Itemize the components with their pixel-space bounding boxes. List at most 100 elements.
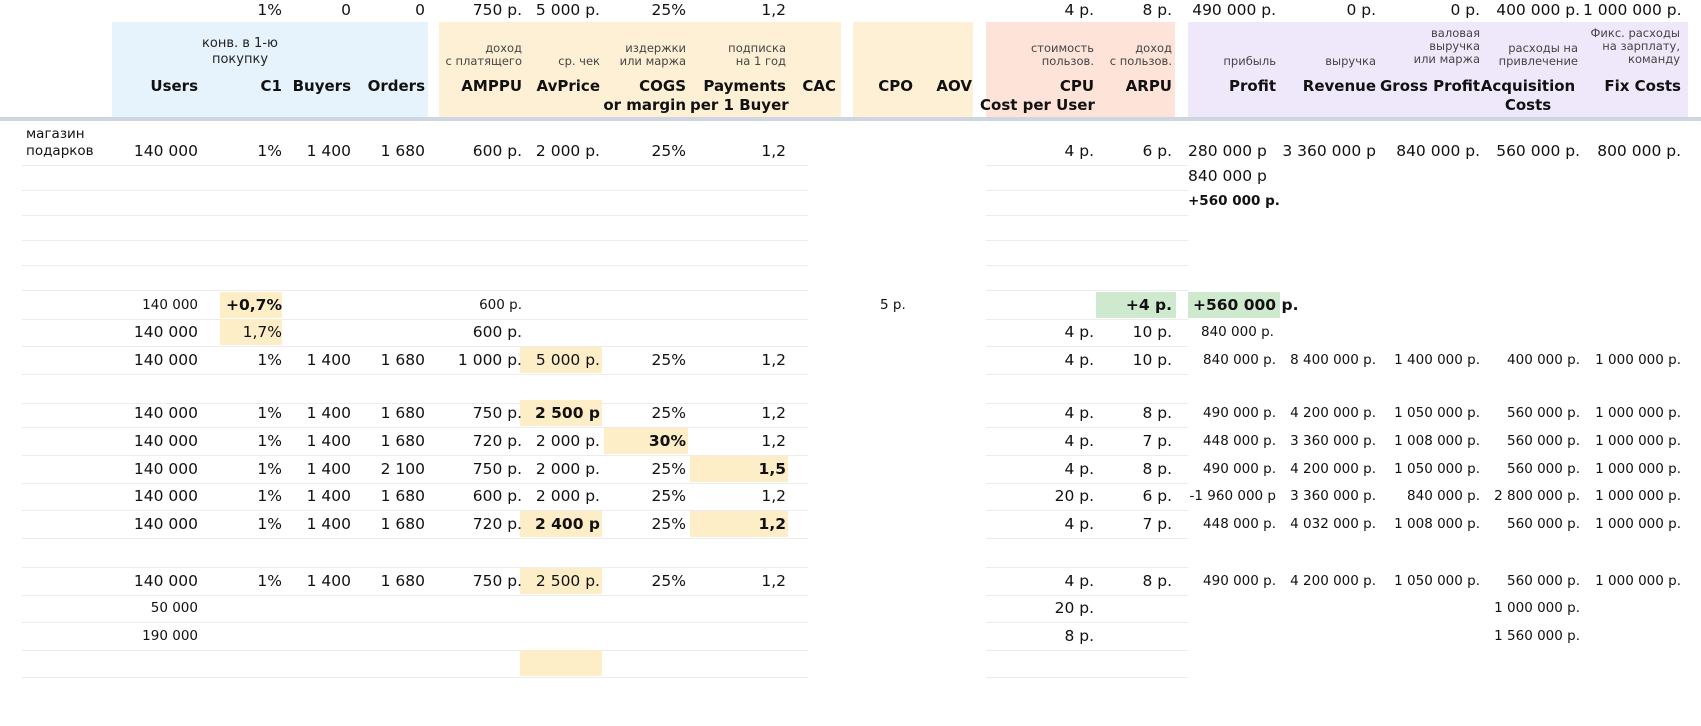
cell-acq[interactable]: 560 000 р.: [1496, 142, 1580, 160]
cell-profit[interactable]: 490 000 р.: [1192, 1, 1276, 19]
cell-revenue[interactable]: 8 400 000 р.: [1290, 352, 1376, 368]
cell-payments[interactable]: 1,2: [761, 404, 786, 422]
cell-fix[interactable]: 800 000 р.: [1597, 142, 1681, 160]
cell-arpu[interactable]: 8 р.: [1142, 460, 1172, 478]
cell-profit[interactable]: 280 000 р: [1188, 142, 1267, 160]
cell-orders[interactable]: 1 680: [380, 142, 425, 160]
cell-amppu[interactable]: 750 р.: [472, 460, 522, 478]
cell-fix[interactable]: 1 000 000 р.: [1595, 405, 1681, 421]
cell-payments[interactable]: 1,2: [761, 1, 786, 19]
col-header-arpu[interactable]: ARPU: [1125, 77, 1172, 95]
cell-cpu[interactable]: 4 р.: [1064, 460, 1094, 478]
cell-arpu[interactable]: +4 р.: [1125, 296, 1172, 314]
cell-cogs[interactable]: 25%: [651, 487, 686, 505]
cell-buyers[interactable]: 1 400: [306, 460, 351, 478]
cell-orders[interactable]: 1 680: [380, 351, 425, 369]
cell-amppu[interactable]: 720 р.: [472, 432, 522, 450]
cell-gross[interactable]: 1 050 000 р.: [1394, 573, 1480, 589]
col-header-c1[interactable]: C1: [260, 77, 282, 95]
cell-cpu[interactable]: 20 р.: [1054, 487, 1094, 505]
cell-users[interactable]: 140 000: [133, 515, 198, 533]
cell-acq[interactable]: 1 560 000 р.: [1494, 628, 1580, 644]
cell-cogs[interactable]: 25%: [651, 572, 686, 590]
cell-users[interactable]: 140 000: [133, 572, 198, 590]
cell-buyers[interactable]: 1 400: [306, 487, 351, 505]
cell-users[interactable]: 140 000: [133, 432, 198, 450]
cell-profit[interactable]: -1 960 000 р: [1189, 488, 1276, 504]
cell-orders[interactable]: 0: [415, 1, 425, 19]
cell-orders[interactable]: 1 680: [380, 515, 425, 533]
cell-acq[interactable]: 560 000 р.: [1507, 405, 1580, 421]
cell-c1[interactable]: 1%: [257, 1, 282, 19]
cell-amppu[interactable]: 600 р.: [479, 297, 522, 313]
col-header-aov[interactable]: AOV: [936, 77, 972, 95]
cell-gross[interactable]: 1 050 000 р.: [1394, 461, 1480, 477]
cell-gross[interactable]: 1 008 000 р.: [1394, 433, 1480, 449]
cell-buyers[interactable]: 0: [341, 1, 351, 19]
cell-fix[interactable]: 1 000 000 р.: [1595, 461, 1681, 477]
cell-profit[interactable]: 490 000 р.: [1203, 405, 1276, 421]
cell-acq[interactable]: 1 000 000 р.: [1494, 600, 1580, 616]
cell-amppu[interactable]: 750 р.: [472, 572, 522, 590]
cell-users[interactable]: 190 000: [142, 628, 198, 644]
col-header-buyers[interactable]: Buyers: [292, 77, 351, 95]
cell-cpu[interactable]: 4 р.: [1064, 432, 1094, 450]
cell-gross[interactable]: 1 400 000 р.: [1394, 352, 1480, 368]
cell-cogs[interactable]: 30%: [648, 432, 686, 450]
cell-c1[interactable]: +0,7%: [226, 296, 282, 314]
cell-buyers[interactable]: 1 400: [306, 404, 351, 422]
cell-profit[interactable]: 840 000 р.: [1203, 352, 1276, 368]
cell-c1[interactable]: 1,7%: [242, 323, 282, 341]
cell-cpu[interactable]: 4 р.: [1064, 572, 1094, 590]
cell-revenue[interactable]: 0 р.: [1346, 1, 1376, 19]
cell-payments[interactable]: 1,2: [761, 432, 786, 450]
cell-avprice[interactable]: 2 000 р.: [535, 142, 600, 160]
cell-payments[interactable]: 1,5: [758, 460, 786, 478]
cell-amppu[interactable]: 750 р.: [472, 404, 522, 422]
cell-revenue[interactable]: 3 360 000 р.: [1290, 488, 1376, 504]
cell-avprice[interactable]: 2 400 р: [534, 515, 600, 533]
cell-arpu[interactable]: 8 р.: [1142, 404, 1172, 422]
cell-c1[interactable]: 1%: [257, 460, 282, 478]
cell-amppu[interactable]: 600 р.: [472, 487, 522, 505]
cell-acq[interactable]: 400 000 р.: [1507, 352, 1580, 368]
cell-arpu[interactable]: 7 р.: [1142, 515, 1172, 533]
cell-fix[interactable]: 1 000 000 р.: [1595, 573, 1681, 589]
cell-cpu[interactable]: 4 р.: [1064, 1, 1094, 19]
cell-buyers[interactable]: 1 400: [306, 572, 351, 590]
cell-amppu[interactable]: 750 р.: [472, 1, 522, 19]
cell-fix[interactable]: 1 000 000 р.: [1595, 488, 1681, 504]
cell-fix[interactable]: 1 000 000 р.: [1595, 433, 1681, 449]
cell-fix[interactable]: 1 000 000 р.: [1583, 1, 1682, 19]
cell-revenue[interactable]: 3 360 000 р.: [1290, 433, 1376, 449]
cell-payments[interactable]: 1,2: [761, 351, 786, 369]
cell-cpu[interactable]: 20 р.: [1054, 599, 1094, 617]
cell-arpu[interactable]: 10 р.: [1132, 351, 1172, 369]
cell-gross[interactable]: 1 050 000 р.: [1394, 405, 1480, 421]
cell-users[interactable]: 140 000: [133, 404, 198, 422]
cell-payments[interactable]: 1,2: [758, 515, 786, 533]
cell-payments[interactable]: 1,2: [761, 487, 786, 505]
cell-c1[interactable]: 1%: [257, 432, 282, 450]
cell-c1[interactable]: 1%: [257, 487, 282, 505]
cell-profit[interactable]: 448 000 р.: [1203, 516, 1276, 532]
cell-gross[interactable]: 840 000 р.: [1396, 142, 1480, 160]
cell-cogs[interactable]: 25%: [651, 404, 686, 422]
col-header-fix[interactable]: Fix Costs: [1604, 77, 1681, 95]
cell-cpu[interactable]: 8 р.: [1064, 627, 1094, 645]
cell-fix[interactable]: 1 000 000 р.: [1595, 352, 1681, 368]
cell-acq[interactable]: 560 000 р.: [1507, 573, 1580, 589]
cell-avprice[interactable]: 2 000 р.: [535, 487, 600, 505]
col-header-cogs[interactable]: COGS or margin: [603, 77, 686, 114]
cell-cac[interactable]: 5 р.: [880, 297, 906, 313]
cell-c1[interactable]: 1%: [257, 404, 282, 422]
cell-buyers[interactable]: 1 400: [306, 432, 351, 450]
cell-buyers[interactable]: 1 400: [306, 351, 351, 369]
cell-cogs[interactable]: 25%: [651, 1, 686, 19]
cell-users[interactable]: 140 000: [133, 487, 198, 505]
cell-users[interactable]: 140 000: [133, 351, 198, 369]
cell-acq[interactable]: 560 000 р.: [1507, 433, 1580, 449]
cell-buyers[interactable]: 1 400: [306, 515, 351, 533]
cell-revenue[interactable]: 4 200 000 р.: [1290, 405, 1376, 421]
cell-arpu[interactable]: 8 р.: [1142, 572, 1172, 590]
